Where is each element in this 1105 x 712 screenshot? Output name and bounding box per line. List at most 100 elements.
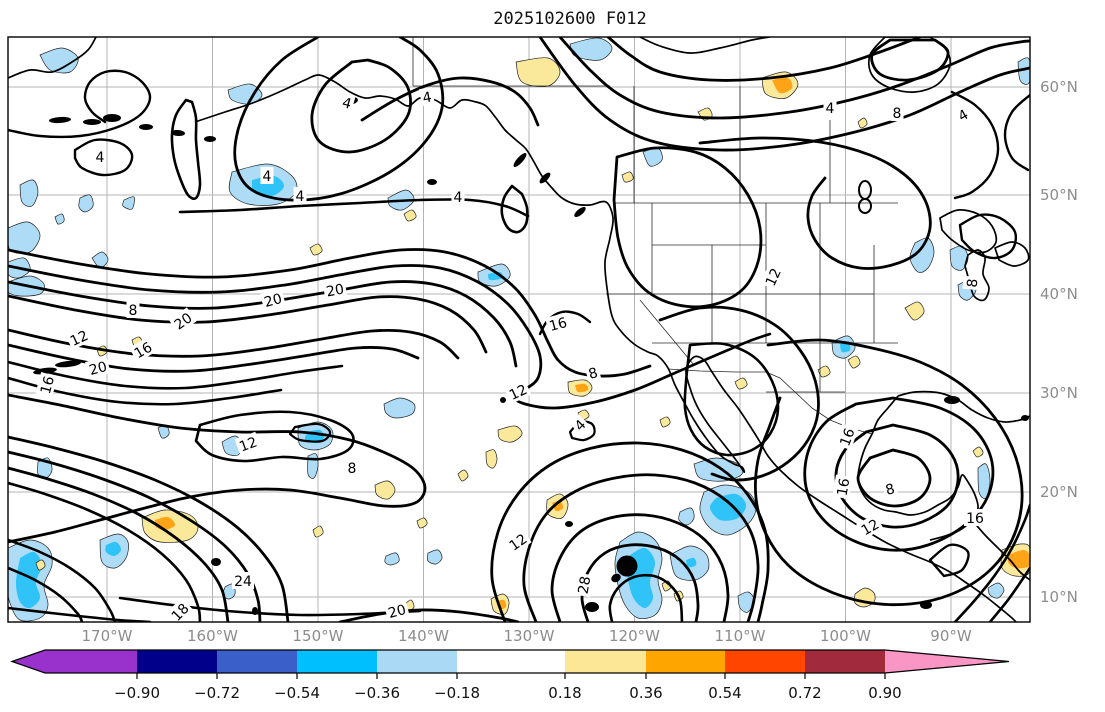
lon-tick-label: 150°W	[293, 627, 344, 645]
coastline-path	[994, 241, 1030, 267]
map-speck	[565, 521, 573, 527]
colorbar-arrow-left	[12, 650, 137, 673]
contour-path	[8, 566, 84, 622]
colorbar-tick-label: 0.36	[629, 684, 662, 702]
shade-patch-yellow	[416, 517, 428, 529]
lon-tick-label: 120°W	[609, 627, 660, 645]
contour-label: 12	[237, 434, 259, 455]
contour-path	[958, 213, 1018, 260]
lat-tick-label: 50°N	[1040, 186, 1078, 204]
colorbar: −0.90 −0.72 −0.54 −0.36 −0.18 0.18 0.36 0.54 0.7…	[10, 649, 1010, 702]
contour-label-halo	[93, 148, 107, 165]
contour-path	[8, 360, 344, 390]
contour-path	[8, 538, 117, 622]
shade-patch-yellow	[847, 355, 861, 369]
contour-path	[666, 332, 772, 378]
axis-tick-labels-layer: 170°W 160°W 150°W 140°W 130°W 120°W 110°W 100°W…	[82, 78, 1078, 645]
contour-label-group: 4	[260, 167, 274, 185]
shade-patch-yellow	[403, 209, 417, 222]
contour-path	[8, 248, 652, 378]
shade-patch-cyan	[251, 175, 285, 197]
contour-label-group: 20	[85, 356, 111, 379]
contour-label: 8	[884, 481, 897, 499]
contour-label-halo	[322, 279, 348, 300]
lon-tick-label: 160°W	[187, 627, 238, 645]
contour-label-halo	[503, 528, 532, 555]
coastline-path	[8, 37, 97, 79]
contour-label-group: 24	[232, 572, 254, 590]
contour-label: 16	[132, 339, 156, 362]
contour-path	[490, 441, 770, 622]
contour-path	[522, 473, 760, 622]
contour-path	[928, 543, 970, 578]
shade-patch-lightblue	[8, 221, 41, 254]
contour-label-group: 4	[419, 87, 435, 107]
lat-tick-label: 30°N	[1040, 384, 1078, 402]
contour-label-halo	[85, 356, 111, 379]
map-speck	[171, 129, 185, 137]
contour-label-group: 12	[760, 263, 785, 291]
contour-label-group: 20	[322, 279, 348, 301]
contour-label-group: 4	[823, 99, 837, 117]
coastline-path	[639, 37, 771, 54]
contour-path	[612, 146, 763, 309]
colorbar-segment	[646, 650, 725, 673]
shade-patch-yellow	[457, 469, 469, 482]
map-speck	[500, 397, 506, 403]
colorbar-tick-label: −0.18	[434, 684, 480, 702]
shade-patch-yellow	[817, 365, 831, 378]
contour-path	[73, 138, 134, 177]
contour-label-halo	[881, 478, 899, 499]
contour-label-halo	[451, 188, 465, 205]
shade-patch-yellow	[904, 301, 925, 321]
contour-label-halo	[128, 336, 157, 363]
map-speck	[1021, 415, 1029, 421]
colorbar-tick-label: 0.72	[788, 684, 821, 702]
contour-label-halo	[504, 379, 532, 404]
shade-patch-orange	[772, 77, 793, 94]
contour-label: 4	[454, 190, 463, 206]
colorbar-segment	[377, 650, 457, 673]
contour-path	[803, 396, 995, 552]
contour-label-group: 12	[504, 379, 532, 404]
contour-label: 20	[325, 282, 345, 301]
shade-patch-yellow	[515, 57, 561, 87]
contour-label-group: 8	[126, 301, 140, 319]
specks-layer	[33, 96, 1029, 615]
borders-layer	[412, 37, 898, 435]
contour-label-halo	[964, 509, 986, 526]
shade-patch-yellow	[621, 171, 634, 183]
contour-path	[1003, 93, 1030, 172]
colorbar-tick-label: −0.90	[114, 684, 160, 702]
contour-path	[8, 393, 427, 544]
colorbar-tick-label: −0.54	[274, 684, 320, 702]
coastline-path	[194, 74, 1017, 622]
shade-patch-yellow	[972, 446, 984, 458]
shade-patch-lightblue	[569, 37, 613, 61]
map-speck	[585, 602, 599, 612]
map-speck	[83, 119, 101, 125]
contour-path	[8, 466, 230, 622]
shade-patch-cyan	[105, 541, 122, 557]
contour-label: 16	[548, 315, 569, 335]
contour-label-group: 20	[260, 288, 286, 311]
contour-label: 8	[587, 365, 600, 383]
contour-path	[698, 136, 932, 270]
contour-path	[194, 410, 355, 463]
map-speck	[204, 136, 216, 142]
contour-path	[606, 37, 922, 82]
contour-path	[8, 328, 460, 360]
shade-patch-lightblue	[1017, 57, 1030, 85]
shade-patch-yellow	[312, 525, 324, 538]
contour-label: 4	[826, 101, 835, 117]
contour-label: 20	[263, 291, 284, 311]
shade-patch-lightblue	[122, 196, 135, 210]
lon-tick-label: 130°W	[504, 627, 555, 645]
contour-label-group: 4	[93, 148, 107, 166]
map-speck	[539, 172, 551, 184]
colorbar-segment	[725, 650, 805, 673]
contour-label: 8	[129, 303, 138, 319]
contour-label-group: 8	[962, 275, 981, 291]
contour-path	[500, 184, 529, 234]
